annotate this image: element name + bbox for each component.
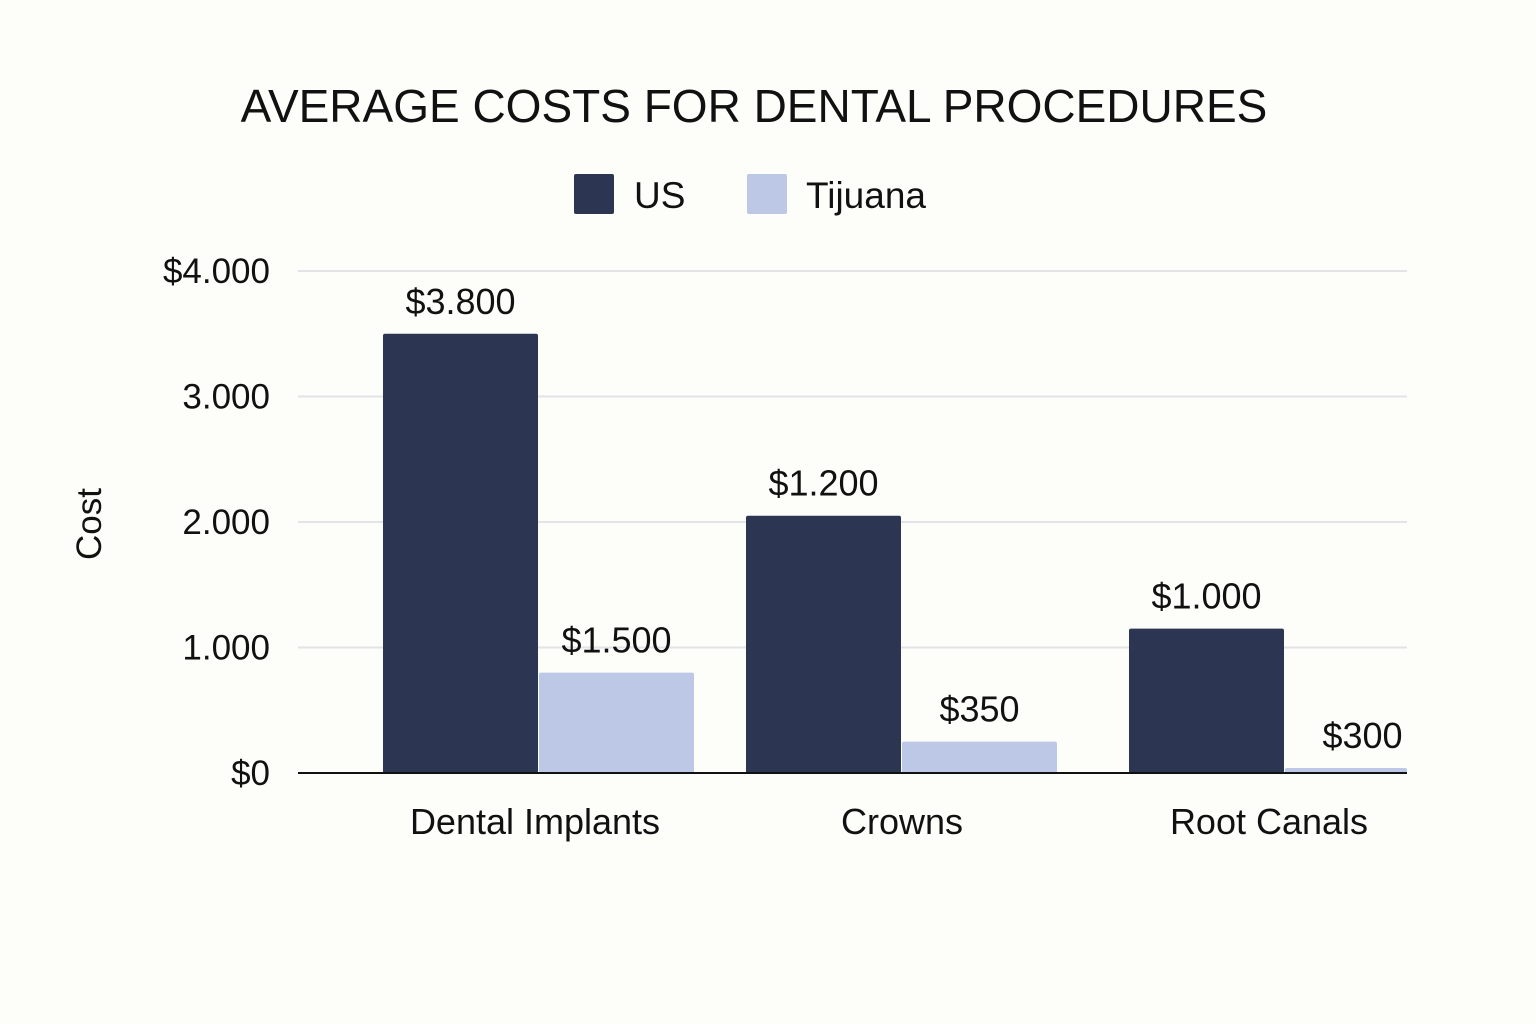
bars	[383, 333, 1407, 773]
y-tick-label: $0	[231, 754, 270, 793]
x-category-label: Crowns	[841, 801, 963, 842]
x-category-label: Dental Implants	[410, 801, 660, 842]
data-label: $1.200	[768, 463, 878, 504]
chart-title: AVERAGE COSTS FOR DENTAL PROCEDURES	[241, 80, 1268, 132]
bar-us-crowns	[746, 515, 901, 773]
x-axis-categories: Dental Implants Crowns Root Canals	[410, 801, 1368, 842]
data-label: $1.500	[561, 620, 671, 661]
legend-swatch-tijuana	[747, 174, 787, 214]
x-category-label: Root Canals	[1170, 801, 1368, 842]
y-axis-ticks: $0 1.000 2.000 3.000 $4.000	[163, 252, 270, 793]
bar-us-root-canals	[1129, 628, 1284, 773]
data-label: $350	[939, 689, 1019, 730]
y-axis-label: Cost	[70, 488, 109, 560]
data-label: $3.800	[405, 281, 515, 322]
legend: US Tijuana	[574, 174, 926, 216]
bar-us-dental-implants	[383, 333, 538, 773]
bar-tijuana-root-canals	[1285, 767, 1407, 773]
data-label: $1.000	[1151, 576, 1261, 617]
y-tick-label: 3.000	[182, 378, 270, 417]
y-tick-label: 2.000	[182, 503, 270, 542]
legend-swatch-us	[574, 174, 614, 214]
y-tick-label: $4.000	[163, 252, 270, 291]
bar-tijuana-dental-implants	[539, 672, 694, 773]
bar-tijuana-crowns	[902, 741, 1057, 773]
data-label: $300	[1322, 715, 1402, 756]
y-tick-label: 1.000	[182, 629, 270, 668]
legend-label-tijuana: Tijuana	[806, 175, 926, 216]
data-labels: $3.800 $1.500 $1.200 $350 $1.000 $300	[405, 281, 1402, 756]
legend-label-us: US	[634, 175, 685, 216]
